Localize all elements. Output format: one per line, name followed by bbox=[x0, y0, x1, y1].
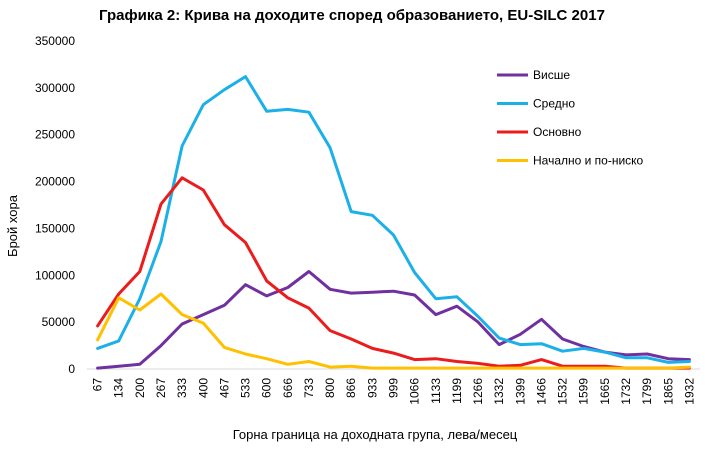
x-tick-label: 1133 bbox=[429, 378, 443, 404]
y-tick-label: 150000 bbox=[35, 221, 75, 235]
series-line-2 bbox=[96, 75, 691, 364]
series-line-3 bbox=[96, 176, 691, 370]
x-tick-label: 134 bbox=[112, 378, 126, 398]
x-tick-label: 1066 bbox=[408, 378, 422, 405]
x-tick-label: 1532 bbox=[556, 378, 570, 405]
legend-label: Начално и по-ниско bbox=[533, 154, 644, 168]
legend: Висше Средно Основно Начално и по-ниско bbox=[497, 68, 644, 168]
x-tick-label: 1665 bbox=[598, 378, 612, 405]
y-axis-label: Брой хора bbox=[5, 194, 20, 257]
x-tick-label: 467 bbox=[217, 378, 231, 398]
x-tick-label: 999 bbox=[387, 378, 401, 398]
series-lines bbox=[96, 75, 691, 370]
legend-label: Висше bbox=[533, 68, 570, 82]
x-tick-label: 800 bbox=[323, 378, 337, 398]
x-tick-label: 666 bbox=[281, 378, 295, 398]
x-tick-label: 1799 bbox=[640, 378, 654, 405]
x-tick-label: 333 bbox=[175, 378, 189, 398]
x-tick-label: 1266 bbox=[471, 378, 485, 405]
x-tick-label: 1199 bbox=[450, 378, 464, 404]
x-tick-label: 933 bbox=[365, 378, 379, 398]
x-tick-label: 1599 bbox=[577, 378, 591, 405]
x-axis-label: Горна граница на доходната група, лева/м… bbox=[233, 427, 518, 442]
x-tick-label: 1932 bbox=[682, 378, 696, 405]
chart-title: Графика 2: Крива на доходите според обра… bbox=[99, 7, 605, 24]
y-tick-label: 0 bbox=[68, 362, 75, 376]
x-tick-label: 1399 bbox=[513, 378, 527, 405]
x-axis: 67 134 200 267 333 400 467 533 600 666 733 800 866 93… bbox=[91, 378, 697, 405]
x-tick-label: 866 bbox=[344, 378, 358, 398]
x-tick-label: 400 bbox=[196, 378, 210, 398]
series-line-4 bbox=[96, 292, 691, 370]
x-tick-label: 200 bbox=[133, 378, 147, 398]
x-tick-label: 1732 bbox=[619, 378, 633, 405]
y-tick-label: 300000 bbox=[35, 81, 75, 95]
x-tick-label: 267 bbox=[154, 378, 168, 398]
y-tick-label: 350000 bbox=[35, 34, 75, 48]
y-axis: 0 50000 100000 150000 200000 250000 300000 3500… bbox=[35, 34, 75, 376]
x-tick-label: 600 bbox=[260, 378, 274, 398]
x-tick-label: 1332 bbox=[492, 378, 506, 405]
x-tick-label: 1865 bbox=[661, 378, 675, 405]
y-tick-label: 100000 bbox=[35, 268, 75, 282]
x-tick-label: 733 bbox=[302, 378, 316, 398]
y-tick-label: 50000 bbox=[42, 315, 76, 329]
legend-label: Основно bbox=[533, 125, 582, 139]
x-tick-label: 1466 bbox=[534, 378, 548, 405]
y-tick-label: 200000 bbox=[35, 175, 75, 189]
x-tick-label: 67 bbox=[91, 378, 105, 392]
x-tick-label: 533 bbox=[239, 378, 253, 398]
y-tick-label: 250000 bbox=[35, 128, 75, 142]
legend-label: Средно bbox=[533, 97, 575, 111]
